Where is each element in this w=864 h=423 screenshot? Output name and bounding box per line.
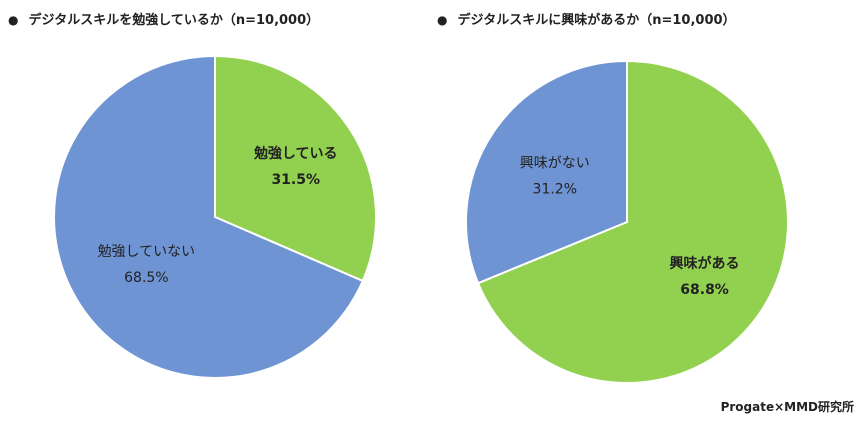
slice-value-label: 31.5%: [271, 172, 320, 188]
pie-slice-secondary: [465, 59, 628, 285]
slice-label-group: 興味がない 31.2%: [520, 156, 590, 198]
chart-title-text: デジタルスキルに興味があるか（n=10,000）: [457, 13, 736, 28]
chart-title-interest: ● デジタルスキルに興味があるか（n=10,000）: [437, 9, 736, 28]
slice-label: 興味がある: [670, 255, 740, 272]
bullet-icon: ●: [8, 13, 19, 27]
pie-chart-interest: 興味がある 68.8% 興味がない 31.2%: [465, 59, 789, 384]
slice-label-group: 勉強していない 68.5%: [98, 244, 196, 286]
slice-value-label: 68.8%: [680, 282, 729, 298]
chart-title-study: ● デジタルスキルを勉強しているか（n=10,000）: [8, 9, 319, 28]
slice-value-label: 31.2%: [533, 182, 577, 198]
slice-value-label: 68.5%: [124, 270, 168, 286]
pie-chart-study: 勉強している 31.5% 勉強していない 68.5%: [53, 54, 377, 379]
pie-slice-primary: [214, 54, 377, 283]
pie-slice-primary: [476, 59, 789, 384]
bullet-icon: ●: [437, 13, 448, 27]
source-credit: Progate×MMD研究所: [720, 400, 854, 414]
slice-label: 勉強している: [253, 145, 338, 162]
slice-label: 勉強していない: [98, 244, 196, 260]
slice-label: 興味がない: [520, 156, 590, 172]
slice-label-group: 興味がある 68.8%: [670, 255, 740, 298]
pie-slice-secondary: [53, 54, 365, 379]
chart-title-text: デジタルスキルを勉強しているか（n=10,000）: [28, 13, 320, 28]
slice-label-group: 勉強している 31.5%: [253, 145, 338, 188]
